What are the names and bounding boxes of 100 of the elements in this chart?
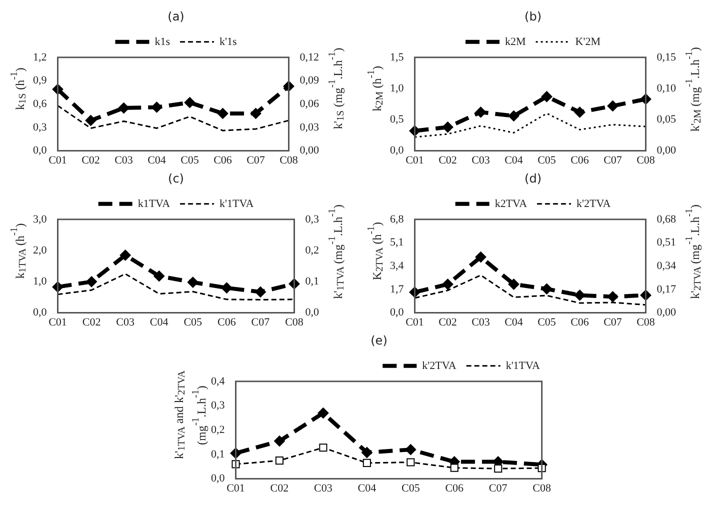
point (86, 114, 97, 126)
x-tick-label: C03 (314, 482, 333, 494)
point (361, 447, 372, 458)
y-tick-label: 3,4 (390, 260, 405, 272)
legend-label: k'2TVA (422, 360, 456, 372)
legend-label: k2M (505, 36, 526, 48)
x-tick-label: C01 (406, 154, 424, 166)
point (274, 436, 285, 447)
legend-label: k'1s (220, 36, 238, 48)
point (406, 458, 415, 466)
x-tick-label: C05 (538, 154, 557, 166)
point (608, 100, 619, 112)
x-tick-label: C03 (472, 316, 491, 328)
chart-title: (d) (524, 171, 542, 186)
y2-tick-label: 0,15 (657, 51, 677, 64)
point (275, 456, 284, 465)
y2-tick-label: 0,0 (306, 306, 320, 319)
y2-tick-label: 0,2 (306, 244, 320, 256)
point (184, 97, 196, 108)
x-tick-label: C01 (48, 316, 68, 328)
y-tick-label: 0,0 (33, 306, 48, 319)
point (608, 291, 619, 302)
x-tick-label: C05 (538, 316, 557, 328)
x-tick-label: C01 (48, 154, 68, 166)
point (152, 102, 163, 113)
point (120, 250, 132, 261)
line-series (57, 273, 296, 300)
x-tick-label: C07 (488, 482, 508, 494)
y2-tick-label: 0,05 (657, 114, 677, 126)
y2-tick-label: 0,51 (657, 236, 676, 249)
x-tick-label: C05 (180, 154, 200, 166)
y-tick-label: 0,5 (390, 114, 405, 126)
point (508, 110, 520, 122)
legend-label: k'1TVA (220, 198, 254, 210)
legend-label: k'2TVA (576, 198, 612, 210)
x-tick-label: C02 (82, 316, 102, 328)
y2-tick-label: 0,17 (657, 283, 677, 296)
point (542, 283, 553, 294)
y-tick-label: 2,0 (33, 244, 48, 256)
x-tick-label: C03 (472, 154, 491, 166)
point (318, 408, 329, 419)
x-tick-label: C04 (150, 316, 170, 328)
y-tick-label: 0,1 (210, 448, 225, 460)
y2-tick-label: 0,00 (657, 306, 677, 319)
point (250, 108, 262, 119)
point (542, 91, 553, 102)
y-tick-label: 0,0 (390, 144, 405, 157)
x-tick-label: C02 (438, 316, 458, 328)
y-tick-label: 3,0 (33, 213, 48, 226)
y2-tick-label: 0,00 (657, 144, 677, 157)
chart-title: (c) (168, 171, 184, 186)
x-tick-label: C01 (406, 316, 424, 328)
y-tick-label: 0,9 (33, 74, 48, 87)
point (508, 278, 520, 290)
point (450, 464, 458, 472)
point (442, 122, 454, 133)
point (574, 106, 586, 118)
y-tick-label: 0,4 (210, 375, 226, 388)
point (476, 252, 487, 263)
y-tick-label: 5,1 (390, 236, 404, 249)
x-tick-label: C08 (285, 316, 304, 328)
y-tick-label: 1,2 (33, 51, 48, 64)
x-tick-label: C08 (280, 154, 299, 166)
legend-label: k1TVA (138, 198, 170, 210)
x-tick-label: C06 (445, 482, 464, 494)
x-tick-label: C07 (252, 316, 271, 328)
line-series (57, 104, 290, 132)
x-tick-label: C07 (604, 316, 623, 328)
point (218, 108, 229, 119)
x-tick-label: C02 (82, 154, 100, 166)
y2-tick-label: 0,03 (300, 121, 320, 134)
y-tick-label: 1,5 (390, 51, 405, 64)
x-tick-label: C03 (114, 154, 134, 166)
x-tick-label: C07 (604, 154, 623, 166)
x-tick-label: C05 (184, 316, 203, 328)
point (405, 444, 416, 456)
point (362, 458, 371, 468)
point (188, 276, 199, 288)
point (476, 106, 487, 118)
chart-title: (b) (524, 9, 542, 24)
point (494, 464, 502, 473)
y-tick-label: 0,3 (33, 121, 48, 134)
point (86, 276, 98, 288)
x-tick-label: C08 (532, 482, 552, 494)
y-tick-label: 6,8 (390, 213, 405, 226)
x-tick-label: C06 (570, 154, 590, 166)
x-tick-label: C05 (401, 482, 420, 494)
y-tick-label: 0,3 (210, 400, 226, 412)
legend-label: k'1TVA (506, 360, 540, 372)
x-tick-label: C04 (148, 154, 167, 166)
y2-tick-label: 0,00 (300, 144, 320, 157)
point (255, 286, 266, 298)
y2-tick-label: 0,1 (306, 276, 320, 288)
legend-label: k2TVA (495, 198, 528, 210)
x-tick-label: C07 (246, 154, 266, 166)
legend-label: k1s (155, 36, 170, 48)
y-tick-label: 0,0 (210, 472, 226, 485)
x-tick-label: C02 (270, 482, 289, 494)
y2-tick-label: 0,34 (657, 260, 677, 272)
x-tick-label: C01 (226, 482, 245, 494)
